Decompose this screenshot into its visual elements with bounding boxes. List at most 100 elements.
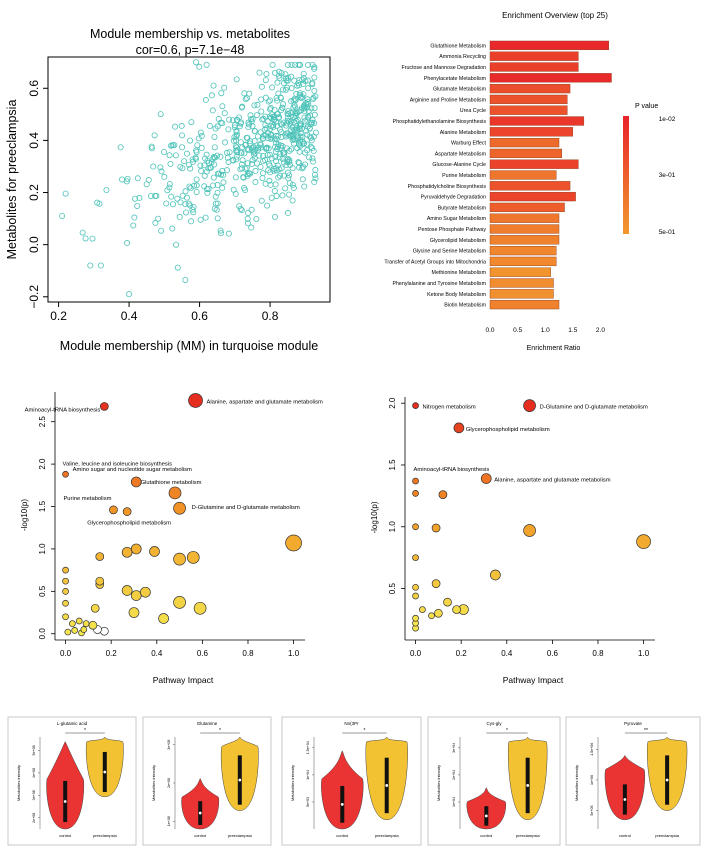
scatter-point [248,118,255,125]
scatter-point [150,163,157,170]
pathway-point [431,523,441,533]
pathway-point [428,612,435,620]
violin-y-tick-label: 1e+08 [167,816,171,826]
x-tick-label: 0.4 [121,309,138,323]
scatter-point [201,162,208,169]
chart-title: Enrichment Overview (top 25) [502,11,608,20]
scatter-point [237,166,244,173]
scatter-point [256,69,263,76]
scatter-point [244,215,251,222]
pathway-point [412,477,419,485]
scatter-point [219,103,226,110]
chart-subtitle: cor=0.6, p=7.1e−48 [136,43,245,57]
scatter-point [258,108,265,115]
violin-median [63,800,67,803]
scatter-point [124,240,131,247]
violin-y-tick-label: 1e+04 [306,770,310,780]
bar [489,245,557,256]
scatter-point [132,195,139,202]
pathway-point [95,576,105,586]
scatter-point [194,142,201,149]
scatter-point [303,104,310,111]
scatter-point [245,147,252,154]
pathway-point [130,543,142,555]
scatter-point [295,80,302,87]
pathway-point [431,579,441,588]
x-tick-label: 0.0 [485,327,494,334]
scatter-point [193,59,200,66]
scatter-point [233,153,240,160]
scatter-point [274,111,281,118]
scatter-point [210,174,217,181]
scatter-point [218,90,225,97]
scatter-point [212,125,219,132]
scatter-point [82,235,89,242]
pathway-label: Aminoacyl-tRNA biosynthesis [25,407,101,413]
y-tick-label: 0.0 [38,628,47,640]
pathway-label: D-Glutamine and D-glutamate metabolism [540,405,648,411]
pathway-point [452,605,461,614]
scatter-point [263,70,270,77]
scatter-point [214,200,221,207]
pathway-point [95,552,105,561]
scatter-point [251,102,258,109]
scatter-point [307,133,314,140]
scatter-point [213,206,220,213]
violin-title: Cys-gly [486,721,502,726]
scatter-point [268,155,275,162]
scatter-point [309,119,316,126]
scatter-point [268,194,275,201]
scatter-point [243,165,250,172]
scatter-point [208,92,215,99]
scatter-point [234,149,241,156]
violin-y-axis-label: Metabolites intensity [16,765,21,801]
scatter-point [188,119,195,126]
scatter-point [284,61,291,68]
bar-category-label: Phosphatidylcholine Biosynthesis [408,184,487,190]
scatter-point [217,227,224,234]
scatter-point [117,144,124,151]
pathway-point [121,585,133,596]
bar [489,51,579,61]
scatter-point [210,182,217,189]
scatter-point [179,132,186,139]
scatter-point [198,133,205,140]
scatter-point [231,124,238,131]
pathway-impact-plot-right: Nitrogen metabolism D-Glutamine and D-glu… [370,397,655,685]
x-tick-label: 0.8 [592,649,604,658]
scatter-point [176,213,183,220]
pathway-point [62,613,69,621]
violin-y-tick-label: 3e+04 [452,743,456,753]
scatter-point [243,134,250,141]
pathway-point [443,597,452,607]
scatter-point [188,218,195,225]
pathway-point [168,486,182,500]
scatter-point [214,152,221,159]
scatter-point [272,181,279,188]
scatter-point [307,143,314,150]
pathway-point [64,628,72,636]
pathway-point [62,577,69,585]
x-tick-label: 0.0 [60,649,72,658]
scatter-point [206,123,213,130]
scatter-point [271,69,278,76]
scatter-point [130,222,137,229]
scatter-point [252,179,259,186]
violin-median [238,778,242,782]
scatter-point [270,124,277,131]
scatter-point [254,160,261,167]
y-tick-label: 0.5 [38,585,47,597]
scatter-point [103,186,110,193]
violin-median [484,814,488,818]
scatter-point [294,82,301,89]
x-tick-label: 1.0 [288,649,300,658]
scatter-point [219,184,226,191]
violin-category-label: preeclampsia [516,833,541,838]
plot-frame [47,56,331,303]
scatter-point [238,149,245,156]
y-tick-label: 2.0 [388,397,397,409]
scatter-point [249,115,256,122]
scatter-point [265,135,272,142]
scatter-point [211,133,218,140]
bar-category-label: Pentose Phosphate Pathway [418,227,486,233]
